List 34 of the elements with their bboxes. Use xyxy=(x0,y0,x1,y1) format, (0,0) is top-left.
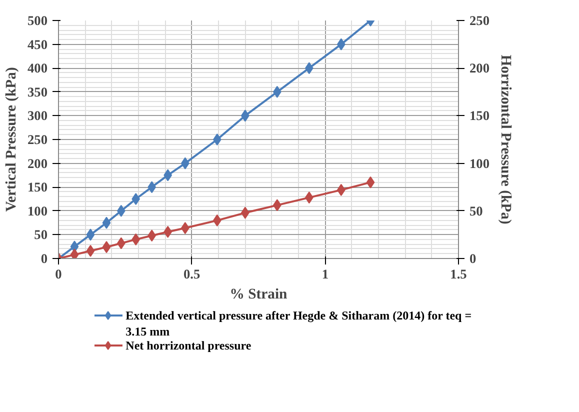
x-axis-title: % Strain xyxy=(230,286,288,302)
y2-tick-label: 0 xyxy=(470,251,476,266)
y-tick-label: 450 xyxy=(28,36,48,52)
point xyxy=(213,134,222,146)
y2-tick-label: 50 xyxy=(470,203,484,218)
x-tick-label: 0 xyxy=(55,266,62,282)
point xyxy=(86,228,95,241)
y-tick-label: 50 xyxy=(34,227,48,242)
legend-label: Extended vertical pressure after Hegde & Sitharam (2014) for teq = 3.15 mm xyxy=(126,308,472,339)
y2-tick-label: 250 xyxy=(470,13,490,28)
y2-tick-label: 150 xyxy=(470,108,490,124)
y-tick-label: 0 xyxy=(40,251,48,266)
y-tick-label: 150 xyxy=(28,180,48,195)
x-tick-label: 0.5 xyxy=(184,266,200,282)
y2-tick-label: 100 xyxy=(470,156,490,171)
legend-label: Net horrizontal pressure xyxy=(126,338,252,352)
y-tick-label: 400 xyxy=(28,60,48,76)
y2-tick-label: 200 xyxy=(470,60,490,76)
point xyxy=(132,193,140,205)
point xyxy=(366,176,375,188)
point xyxy=(86,244,95,257)
y-tick-label: 100 xyxy=(28,203,48,218)
y-tick-label: 350 xyxy=(28,84,48,100)
point xyxy=(70,248,79,258)
point xyxy=(102,241,111,254)
y-tick-label: 300 xyxy=(28,108,48,124)
y-tick-label: 500 xyxy=(28,13,48,28)
y-axis-title: Vertical Pressure (kPa) xyxy=(4,67,20,212)
y-tick-label: 250 xyxy=(28,132,48,147)
y2-axis-title: Horrizontal Pressure (kPa) xyxy=(497,54,514,224)
point xyxy=(102,216,111,229)
x-tick-label: 1.5 xyxy=(450,266,468,282)
x-tick-label: 1 xyxy=(322,266,329,282)
y-tick-label: 200 xyxy=(28,156,48,171)
